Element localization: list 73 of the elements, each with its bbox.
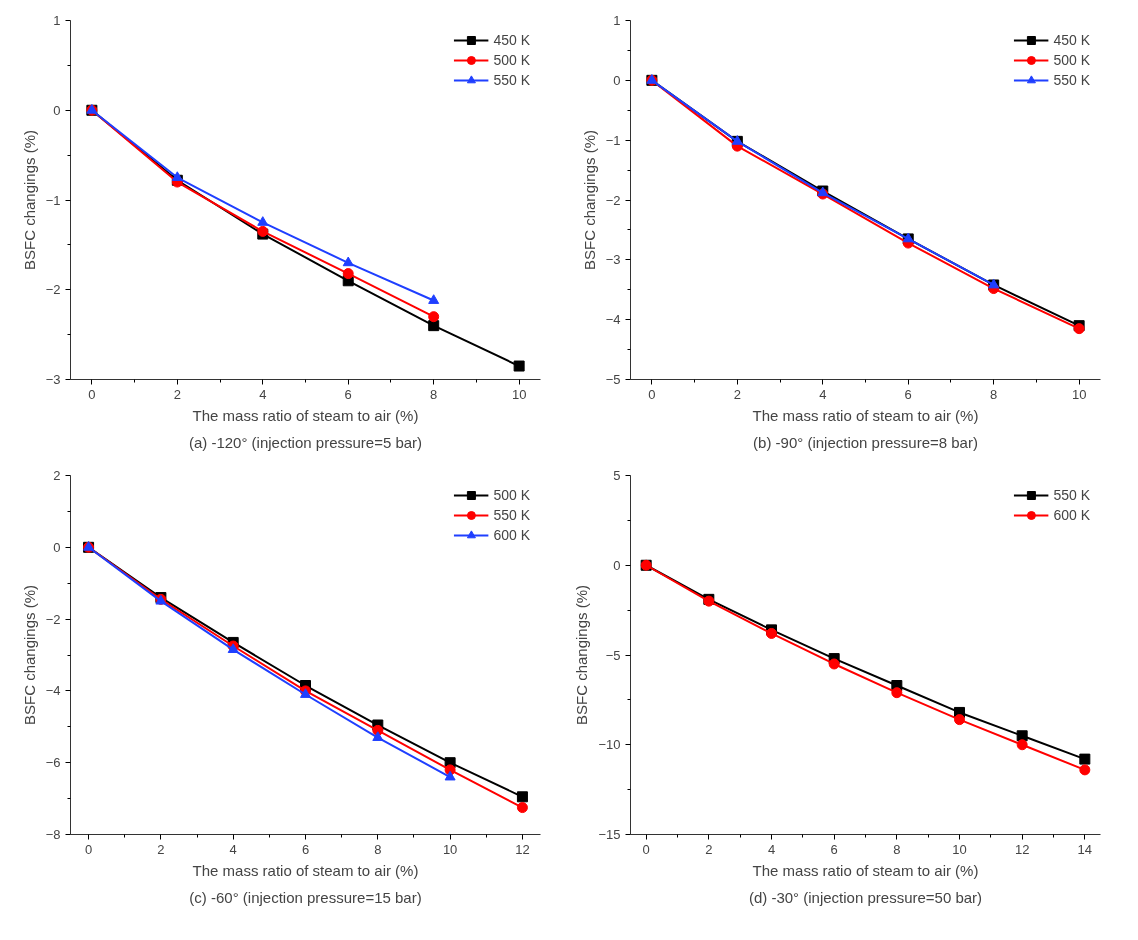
- y-tick-label: −15: [598, 827, 621, 842]
- x-tick-label: 2: [173, 386, 181, 402]
- text: (d) -30° (injection pressure=50 bar): [748, 888, 983, 906]
- y-tick-label: −3: [45, 372, 61, 387]
- y-tick-label: −10: [598, 737, 621, 753]
- x-tick-label: 14: [1077, 841, 1093, 857]
- x-tick-label: 2: [157, 841, 165, 857]
- x-tick-label: 4: [767, 841, 776, 857]
- y-tick-label: 0: [53, 539, 61, 555]
- x-tick-label: 0: [642, 841, 650, 857]
- y-axis-title: BSFC changings (%): [580, 129, 598, 271]
- y-tick-label: −2: [605, 192, 621, 208]
- text: (a) -120° (injection pressure=5 bar): [188, 433, 423, 451]
- y-tick-label: −4: [605, 312, 621, 328]
- y-tick-label: 1: [613, 13, 621, 28]
- x-axis-title: The mass ratio of steam to air (%): [752, 406, 979, 424]
- legend-label: 550 K: [493, 507, 530, 523]
- x-tick-label: 10: [1071, 386, 1087, 402]
- y-tick-label: −1: [605, 132, 621, 148]
- x-axis-title: The mass ratio of steam to air (%): [192, 406, 419, 424]
- y-tick-label: 0: [613, 557, 621, 573]
- x-tick-label: 4: [229, 841, 237, 857]
- x-tick-label: 4: [819, 386, 827, 402]
- x-tick-label: 8: [374, 841, 382, 857]
- legend-label: 600 K: [493, 527, 530, 543]
- x-tick-label: 12: [1014, 841, 1030, 857]
- legend-label: 450 K: [1053, 32, 1090, 48]
- x-tick-label: 2: [705, 841, 713, 857]
- y-axis-title: BSFC changings (%): [20, 584, 38, 726]
- x-tick-label: 10: [442, 841, 458, 857]
- x-tick-label: 6: [301, 841, 310, 857]
- y-tick-label: 1: [53, 13, 61, 28]
- x-tick-label: 0: [88, 386, 96, 402]
- y-tick-label: −4: [45, 683, 61, 699]
- x-tick-label: 0: [648, 386, 656, 402]
- y-tick-label: −2: [45, 282, 61, 298]
- x-axis-title: The mass ratio of steam to air (%): [752, 861, 979, 879]
- y-tick-label: 5: [613, 468, 621, 483]
- y-tick-label: −5: [605, 372, 621, 387]
- legend-label: 600 K: [1053, 507, 1090, 523]
- x-tick-label: 12: [515, 841, 530, 857]
- legend-label: 550 K: [1053, 487, 1090, 503]
- x-axis-title: The mass ratio of steam to air (%): [192, 861, 419, 879]
- y-tick-label: −3: [605, 252, 621, 268]
- text: (c) -60° (injection pressure=15 bar): [189, 888, 422, 906]
- x-tick-label: 4: [259, 386, 267, 402]
- y-tick-label: 0: [53, 102, 61, 118]
- text: (b) -90° (injection pressure=8 bar): [753, 433, 978, 451]
- legend-label: 450 K: [493, 32, 530, 48]
- y-tick-label: 0: [613, 72, 621, 88]
- x-tick-label: 8: [893, 841, 901, 857]
- y-axis-title: BSFC changings (%): [573, 584, 591, 726]
- x-tick-label: 8: [990, 386, 998, 402]
- x-tick-label: 6: [830, 841, 838, 857]
- legend-label: 500 K: [1053, 52, 1090, 68]
- x-tick-label: 10: [511, 386, 527, 402]
- x-tick-label: 10: [952, 841, 967, 857]
- y-tick-label: −2: [45, 611, 61, 627]
- x-tick-label: 2: [733, 386, 741, 402]
- x-tick-label: 8: [430, 386, 438, 402]
- legend-label: 550 K: [493, 72, 530, 88]
- legend-label: 500 K: [493, 52, 530, 68]
- y-tick-label: 2: [53, 468, 61, 483]
- legend-label: 550 K: [1053, 72, 1090, 88]
- y-tick-label: −5: [605, 647, 621, 663]
- y-tick-label: −8: [45, 827, 61, 842]
- legend-label: 500 K: [493, 487, 530, 503]
- y-tick-label: −6: [45, 755, 61, 771]
- x-tick-label: 0: [84, 841, 93, 857]
- y-tick-label: −1: [45, 192, 61, 208]
- x-tick-label: 6: [344, 386, 352, 402]
- x-tick-label: 6: [904, 386, 912, 402]
- y-axis-title: BSFC changings (%): [20, 129, 38, 271]
